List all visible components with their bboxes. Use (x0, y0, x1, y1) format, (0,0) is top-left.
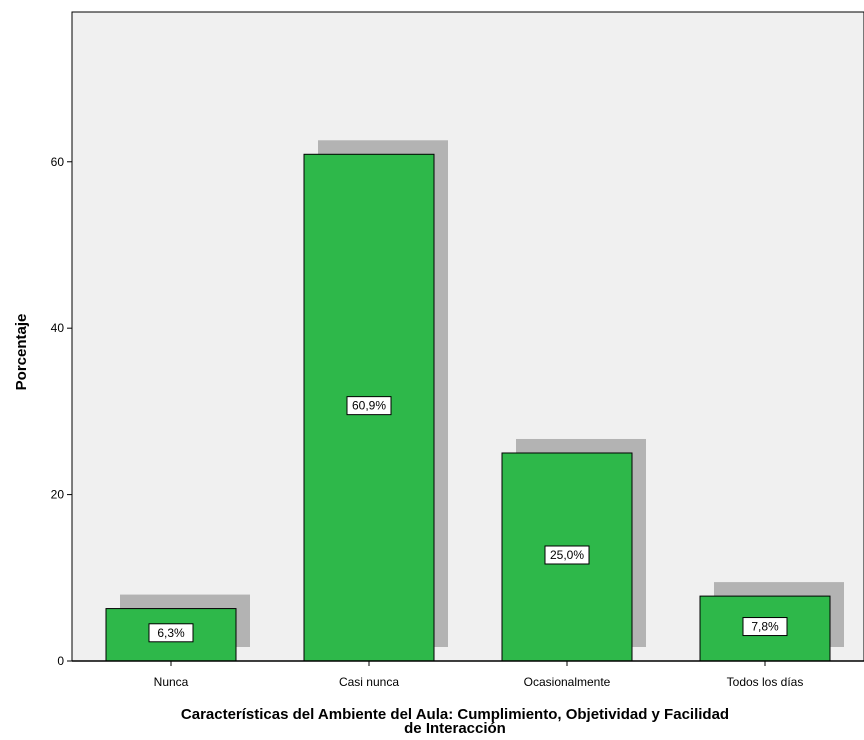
data-label: 6,3% (157, 626, 185, 640)
y-tick-label: 40 (51, 321, 65, 335)
y-tick-label: 0 (57, 654, 64, 668)
data-label: 60,9% (352, 399, 386, 413)
data-label-box (742, 617, 788, 637)
data-label: 7,8% (751, 620, 779, 634)
x-tick-label: Ocasionalmente (524, 675, 611, 689)
x-tick-label: Casi nunca (339, 675, 399, 689)
y-tick-label: 60 (51, 155, 65, 169)
x-axis-title-line-1: Características del Ambiente del Aula: C… (181, 706, 729, 723)
data-label-box (346, 396, 392, 416)
x-tick-label: Todos los días (727, 675, 804, 689)
x-axis-title-line-2: de Interacción (404, 720, 506, 737)
y-tick-label: 20 (51, 488, 65, 502)
data-label-box (148, 623, 194, 643)
bar (501, 452, 633, 662)
y-axis-title: Porcentaje (13, 314, 30, 391)
data-label-box (544, 545, 590, 565)
plot-area (71, 11, 864, 662)
data-label: 25,0% (550, 548, 584, 562)
x-tick-label: Nunca (154, 675, 189, 689)
